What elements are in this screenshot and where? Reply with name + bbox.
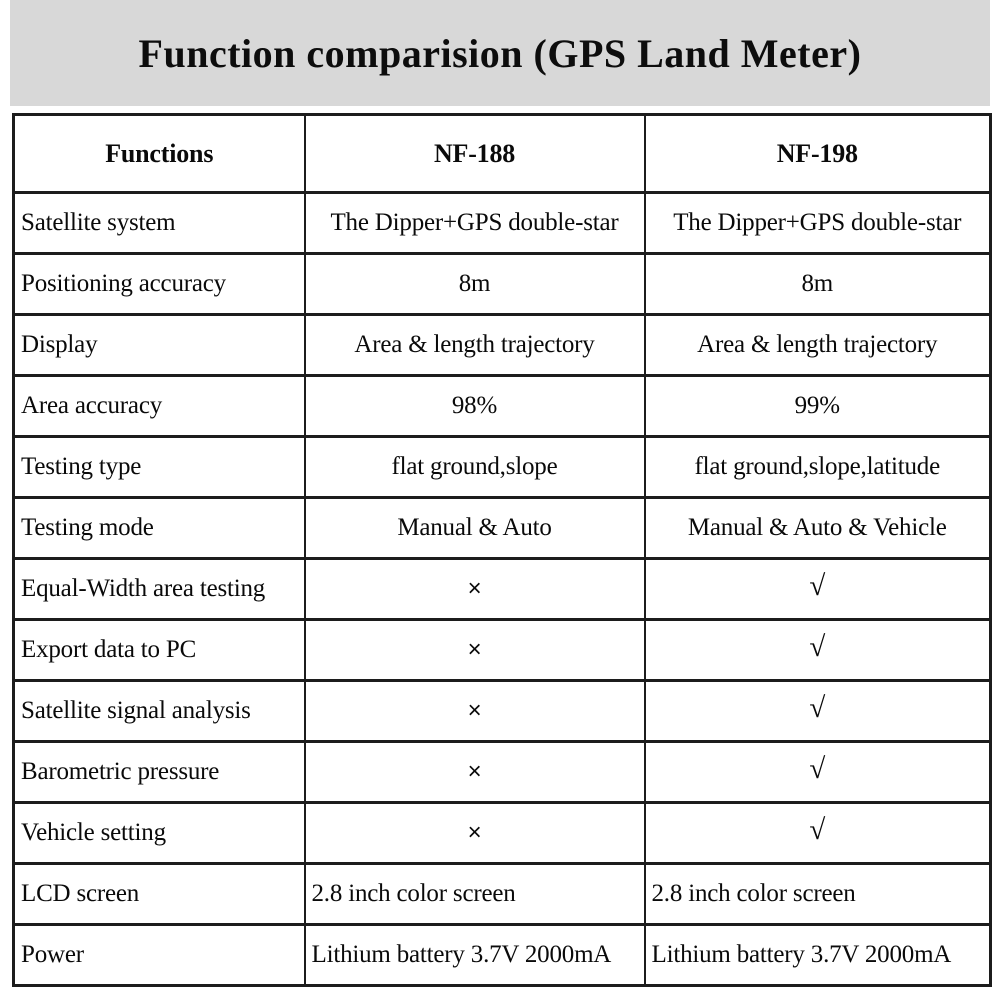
nf188-value: flat ground,slope bbox=[303, 435, 646, 499]
column-header-functions: Functions bbox=[12, 113, 306, 194]
table-row: Testing mode Manual & Auto Manual & Auto &… bbox=[12, 496, 992, 560]
nf198-value: √ bbox=[643, 740, 992, 804]
nf188-value: The Dipper+GPS double-star bbox=[303, 191, 646, 255]
nf188-value: × bbox=[303, 801, 646, 865]
table-row: Satellite signal analysis × √ bbox=[12, 679, 992, 743]
row-label: LCD screen bbox=[12, 862, 306, 926]
nf188-value: × bbox=[303, 679, 646, 743]
nf198-value: 99% bbox=[643, 374, 992, 438]
row-label: Testing type bbox=[12, 435, 306, 499]
nf198-value: Manual & Auto & Vehicle bbox=[643, 496, 992, 560]
table-row: Equal-Width area testing × √ bbox=[12, 557, 992, 621]
nf188-value: Area & length trajectory bbox=[303, 313, 646, 377]
table-header-row: Functions NF-188 NF-198 bbox=[12, 113, 992, 194]
table-row: Export data to PC × √ bbox=[12, 618, 992, 682]
nf188-value: 2.8 inch color screen bbox=[303, 862, 646, 926]
row-label: Satellite signal analysis bbox=[12, 679, 306, 743]
nf188-value: × bbox=[303, 740, 646, 804]
table-row: Area accuracy 98% 99% bbox=[12, 374, 992, 438]
comparison-table: Functions NF-188 NF-198 Satellite system… bbox=[12, 113, 992, 987]
table-row: Vehicle setting × √ bbox=[12, 801, 992, 865]
table-row: Positioning accuracy 8m 8m bbox=[12, 252, 992, 316]
nf198-value: √ bbox=[643, 801, 992, 865]
nf198-value: Lithium battery 3.7V 2000mA bbox=[643, 923, 992, 987]
row-label: Satellite system bbox=[12, 191, 306, 255]
nf188-value: Manual & Auto bbox=[303, 496, 646, 560]
page-title: Function comparision (GPS Land Meter) bbox=[138, 30, 862, 76]
nf188-value: Lithium battery 3.7V 2000mA bbox=[303, 923, 646, 987]
row-label: Vehicle setting bbox=[12, 801, 306, 865]
column-header-nf188: NF-188 bbox=[303, 113, 646, 194]
table-row: Display Area & length trajectory Area & le… bbox=[12, 313, 992, 377]
nf198-value: √ bbox=[643, 679, 992, 743]
row-label: Display bbox=[12, 313, 306, 377]
table-row: LCD screen 2.8 inch color screen 2.8 inch … bbox=[12, 862, 992, 926]
comparison-table-body: Satellite system The Dipper+GPS double-st… bbox=[12, 191, 992, 987]
nf198-value: flat ground,slope,latitude bbox=[643, 435, 992, 499]
nf188-value: × bbox=[303, 618, 646, 682]
table-row: Power Lithium battery 3.7V 2000mA Lithium … bbox=[12, 923, 992, 987]
table-row: Satellite system The Dipper+GPS double-st… bbox=[12, 191, 992, 255]
row-label: Barometric pressure bbox=[12, 740, 306, 804]
row-label: Export data to PC bbox=[12, 618, 306, 682]
table-row: Testing type flat ground,slope flat ground… bbox=[12, 435, 992, 499]
column-header-nf198: NF-198 bbox=[643, 113, 992, 194]
nf198-value: √ bbox=[643, 618, 992, 682]
nf198-value: √ bbox=[643, 557, 992, 621]
nf198-value: 2.8 inch color screen bbox=[643, 862, 992, 926]
nf198-value: 8m bbox=[643, 252, 992, 316]
nf188-value: 98% bbox=[303, 374, 646, 438]
nf198-value: Area & length trajectory bbox=[643, 313, 992, 377]
row-label: Area accuracy bbox=[12, 374, 306, 438]
table-row: Barometric pressure × √ bbox=[12, 740, 992, 804]
row-label: Testing mode bbox=[12, 496, 306, 560]
row-label: Positioning accuracy bbox=[12, 252, 306, 316]
title-band: Function comparision (GPS Land Meter) bbox=[10, 0, 990, 106]
nf198-value: The Dipper+GPS double-star bbox=[643, 191, 992, 255]
nf188-value: 8m bbox=[303, 252, 646, 316]
nf188-value: × bbox=[303, 557, 646, 621]
row-label: Power bbox=[12, 923, 306, 987]
row-label: Equal-Width area testing bbox=[12, 557, 306, 621]
